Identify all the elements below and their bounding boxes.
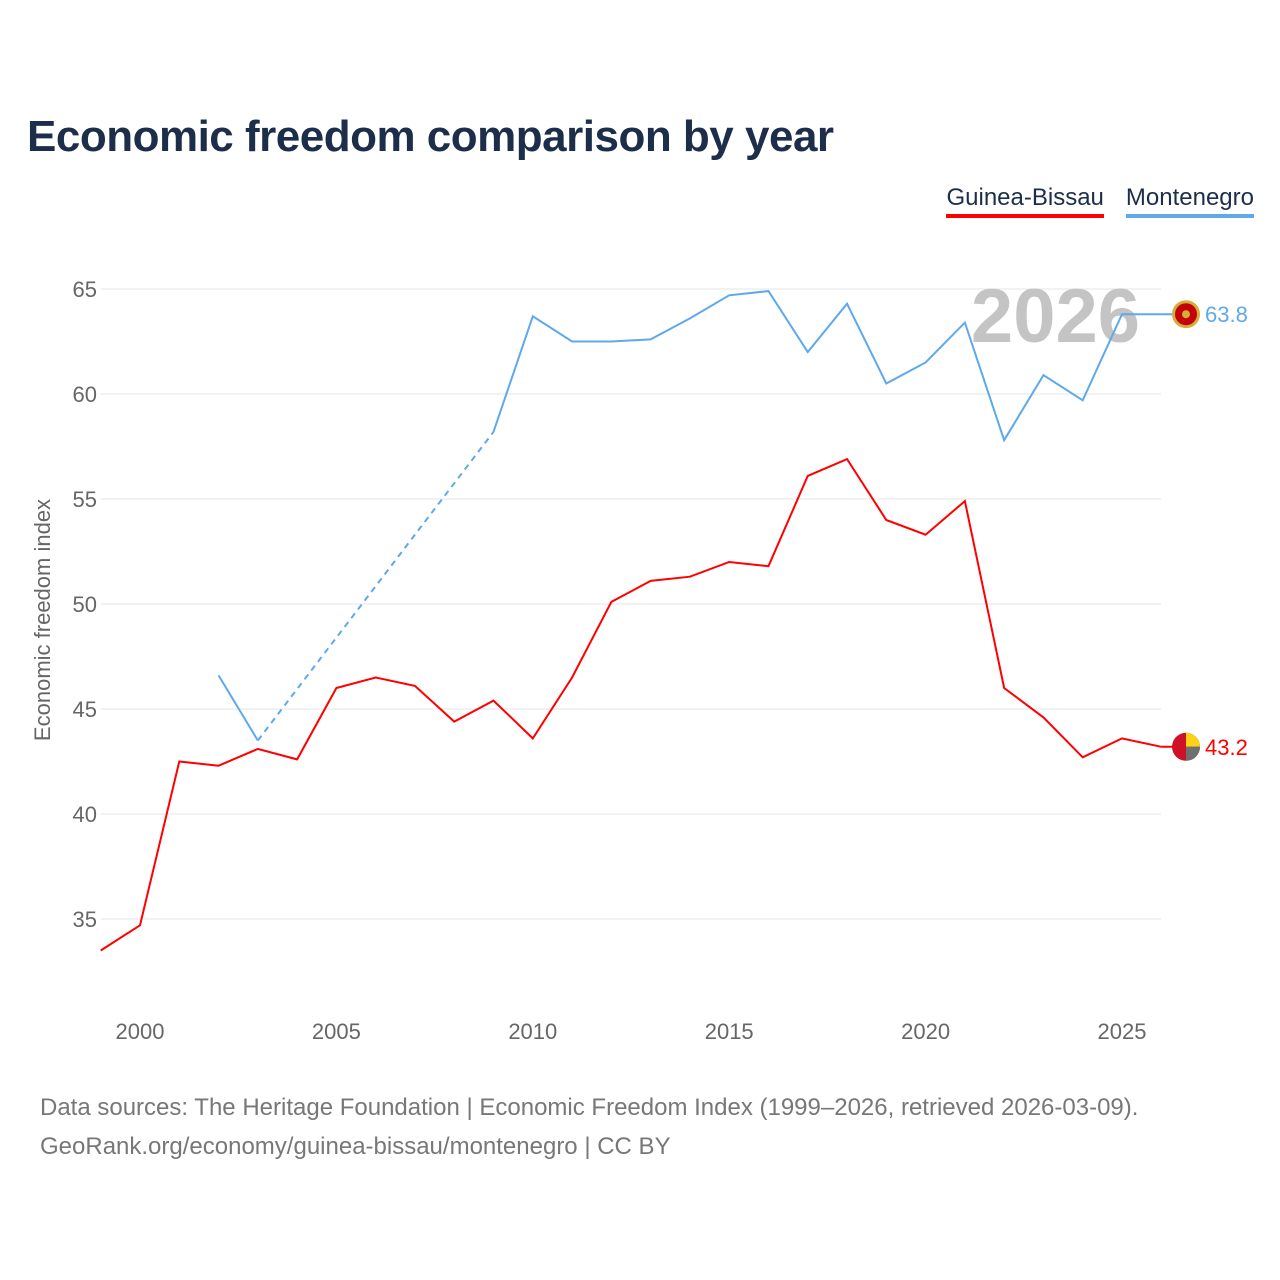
y-tick-label: 55 <box>73 487 97 512</box>
series-line-montenegro <box>492 290 1162 443</box>
data-sources: Data sources: The Heritage Foundation | … <box>40 1088 1138 1166</box>
y-tick-label: 60 <box>73 382 97 407</box>
source-line-1: Data sources: The Heritage Foundation | … <box>40 1094 1139 1121</box>
y-tick-label: 45 <box>73 697 97 722</box>
y-tick-label: 65 <box>73 277 97 302</box>
flag-yellow <box>1186 732 1200 747</box>
flag-emblem <box>1182 310 1190 319</box>
x-tick-label: 2025 <box>1098 1019 1147 1044</box>
year-watermark: 2026 <box>971 274 1140 359</box>
flag-icon <box>1172 300 1200 329</box>
flag-icon <box>1172 732 1200 761</box>
y-tick-label: 40 <box>73 802 97 827</box>
chart-title: Economic freedom comparison by year <box>27 112 834 161</box>
end-value-label: 43.2 <box>1205 735 1248 760</box>
series-gap-line <box>257 431 495 742</box>
x-tick-label: 2010 <box>508 1019 557 1044</box>
series-line-guinea-bissau <box>100 457 1162 952</box>
legend-guinea-bissau[interactable]: Guinea-Bissau <box>946 184 1104 218</box>
source-line-2[interactable]: GeoRank.org/economy/guinea-bissau/monten… <box>40 1133 671 1160</box>
end-value-label: 63.8 <box>1205 302 1248 327</box>
y-tick-label: 35 <box>73 907 97 932</box>
y-tick-label: 50 <box>73 592 97 617</box>
x-tick-label: 2020 <box>901 1019 950 1044</box>
legend-montenegro[interactable]: Montenegro <box>1125 184 1254 218</box>
legend: Guinea-Bissau Montenegro <box>946 184 1254 218</box>
flag-green <box>1186 746 1200 761</box>
x-tick-label: 2005 <box>312 1019 361 1044</box>
x-tick-label: 2015 <box>705 1019 754 1044</box>
y-axis-label: Economic freedom index <box>30 499 55 741</box>
series-line-montenegro <box>217 674 259 742</box>
x-tick-label: 2000 <box>116 1019 165 1044</box>
